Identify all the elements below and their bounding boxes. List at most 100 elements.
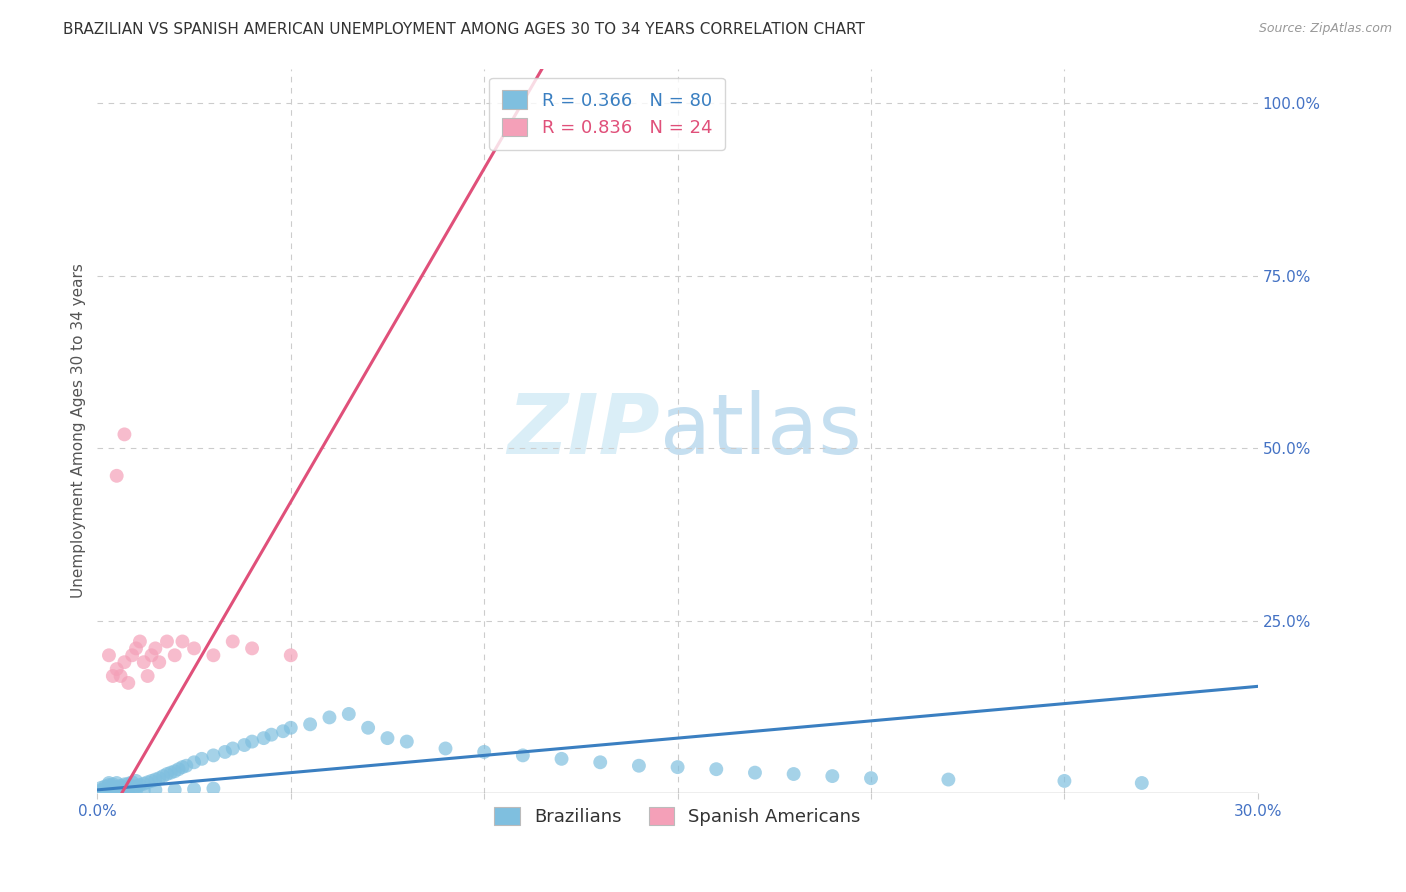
Point: [589, 756, 612, 770]
Point: [94, 780, 117, 794]
Point: [94, 784, 117, 798]
Point: [202, 648, 225, 663]
Point: [101, 784, 124, 798]
Point: [214, 745, 236, 759]
Point: [222, 634, 245, 648]
Point: [97, 776, 120, 790]
Point: [145, 641, 167, 656]
Point: [172, 634, 194, 648]
Point: [110, 669, 132, 683]
Point: [782, 767, 804, 781]
Point: [132, 777, 155, 791]
Point: [129, 634, 152, 648]
Point: [117, 784, 139, 798]
Point: [299, 717, 322, 731]
Point: [191, 752, 214, 766]
Point: [132, 655, 155, 669]
Point: [395, 734, 418, 748]
Point: [125, 783, 148, 797]
Point: [141, 648, 163, 663]
Point: [240, 641, 263, 656]
Point: [101, 780, 124, 795]
Point: [222, 741, 245, 756]
Point: [145, 783, 167, 797]
Point: [821, 769, 844, 783]
Point: [105, 468, 128, 483]
Point: [117, 676, 139, 690]
Point: [121, 780, 143, 794]
Y-axis label: Unemployment Among Ages 30 to 34 years: Unemployment Among Ages 30 to 34 years: [72, 263, 86, 599]
Point: [97, 781, 120, 796]
Point: [233, 738, 256, 752]
Point: [148, 771, 170, 785]
Point: [163, 764, 186, 779]
Point: [271, 724, 294, 739]
Point: [125, 780, 148, 794]
Point: [110, 779, 132, 793]
Point: [859, 771, 882, 785]
Point: [172, 760, 194, 774]
Point: [1053, 773, 1076, 788]
Text: atlas: atlas: [661, 391, 862, 472]
Point: [97, 648, 120, 663]
Point: [666, 760, 689, 774]
Point: [280, 648, 302, 663]
Point: [160, 765, 183, 780]
Text: ZIP: ZIP: [508, 391, 661, 472]
Point: [90, 784, 112, 798]
Text: Source: ZipAtlas.com: Source: ZipAtlas.com: [1258, 22, 1392, 36]
Point: [121, 648, 143, 663]
Point: [156, 634, 179, 648]
Point: [183, 641, 205, 656]
Point: [101, 783, 124, 797]
Point: [94, 782, 117, 797]
Point: [112, 655, 135, 669]
Point: [110, 782, 132, 797]
Point: [112, 427, 135, 442]
Point: [136, 669, 159, 683]
Point: [145, 772, 167, 787]
Point: [183, 756, 205, 770]
Point: [101, 669, 124, 683]
Point: [202, 781, 225, 796]
Point: [156, 767, 179, 781]
Point: [152, 769, 174, 783]
Point: [112, 777, 135, 791]
Point: [117, 780, 139, 795]
Point: [260, 728, 283, 742]
Point: [938, 772, 960, 787]
Point: [183, 782, 205, 797]
Point: [318, 710, 340, 724]
Point: [627, 758, 650, 772]
Point: [132, 783, 155, 797]
Point: [472, 745, 495, 759]
Point: [163, 648, 186, 663]
Point: [704, 762, 727, 776]
Point: [125, 641, 148, 656]
Point: [105, 783, 128, 797]
Point: [97, 783, 120, 797]
Point: [280, 721, 302, 735]
Point: [97, 778, 120, 792]
Point: [125, 773, 148, 788]
Point: [167, 762, 190, 776]
Point: [434, 741, 457, 756]
Point: [176, 758, 198, 772]
Point: [105, 780, 128, 794]
Point: [90, 780, 112, 795]
Point: [105, 776, 128, 790]
Point: [117, 777, 139, 791]
Point: [101, 777, 124, 791]
Point: [105, 662, 128, 676]
Point: [337, 706, 360, 721]
Point: [377, 731, 399, 745]
Point: [512, 748, 534, 763]
Point: [1130, 776, 1153, 790]
Point: [136, 775, 159, 789]
Point: [357, 721, 380, 735]
Point: [202, 748, 225, 763]
Point: [121, 775, 143, 789]
Point: [163, 783, 186, 797]
Legend: Brazilians, Spanish Americans: Brazilians, Spanish Americans: [485, 797, 870, 835]
Point: [90, 783, 112, 797]
